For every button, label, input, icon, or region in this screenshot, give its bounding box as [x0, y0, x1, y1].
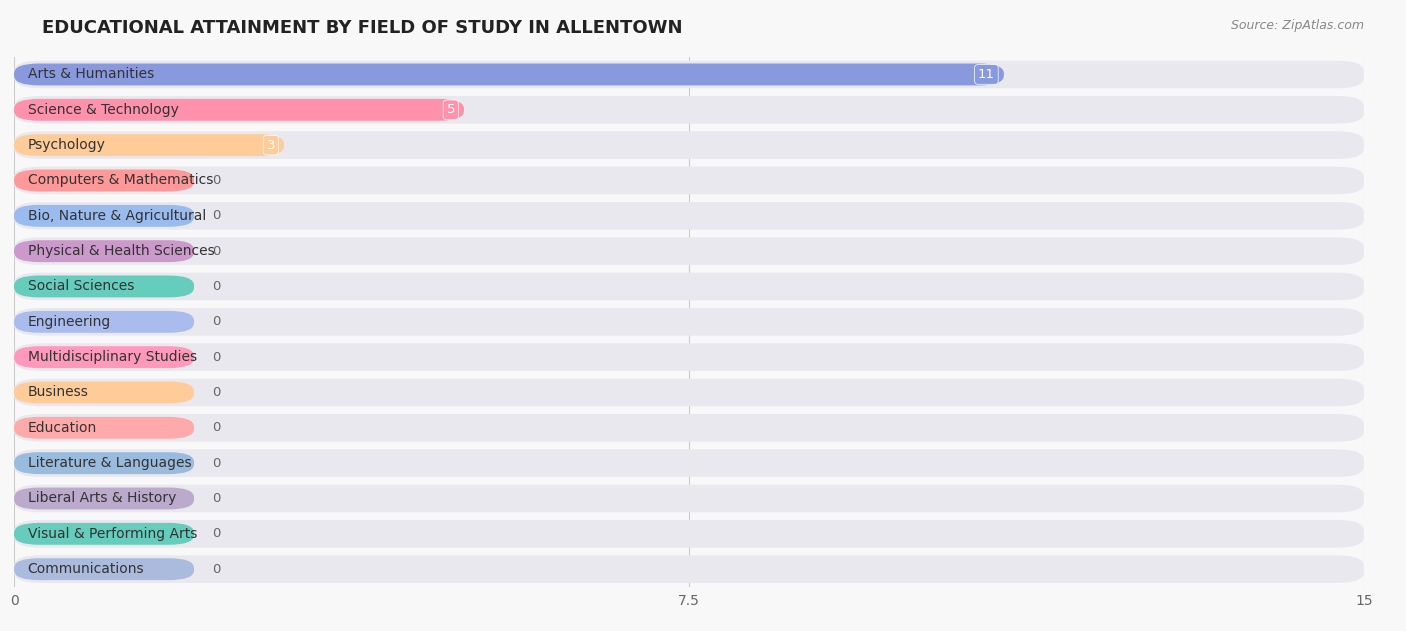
Text: 11: 11 — [979, 68, 995, 81]
FancyBboxPatch shape — [14, 308, 1364, 336]
Text: Computers & Mathematics: Computers & Mathematics — [28, 174, 212, 187]
Text: 0: 0 — [212, 563, 221, 575]
FancyBboxPatch shape — [14, 131, 1364, 159]
FancyBboxPatch shape — [14, 414, 1364, 442]
FancyBboxPatch shape — [14, 96, 1364, 124]
Text: 0: 0 — [212, 209, 221, 222]
FancyBboxPatch shape — [14, 134, 284, 156]
FancyBboxPatch shape — [14, 61, 1364, 88]
FancyBboxPatch shape — [14, 202, 1364, 230]
Text: Visual & Performing Arts: Visual & Performing Arts — [28, 527, 197, 541]
Text: 0: 0 — [212, 528, 221, 540]
FancyBboxPatch shape — [14, 240, 194, 262]
Text: 0: 0 — [212, 316, 221, 328]
Text: EDUCATIONAL ATTAINMENT BY FIELD OF STUDY IN ALLENTOWN: EDUCATIONAL ATTAINMENT BY FIELD OF STUDY… — [42, 19, 683, 37]
FancyBboxPatch shape — [14, 379, 1364, 406]
FancyBboxPatch shape — [14, 343, 1364, 371]
Text: 3: 3 — [267, 139, 276, 151]
Text: Multidisciplinary Studies: Multidisciplinary Studies — [28, 350, 197, 364]
FancyBboxPatch shape — [14, 449, 1364, 477]
Text: Liberal Arts & History: Liberal Arts & History — [28, 492, 176, 505]
FancyBboxPatch shape — [14, 485, 1364, 512]
Text: 0: 0 — [212, 245, 221, 257]
Text: Communications: Communications — [28, 562, 145, 576]
FancyBboxPatch shape — [14, 520, 1364, 548]
Text: Social Sciences: Social Sciences — [28, 280, 134, 293]
FancyBboxPatch shape — [14, 558, 194, 580]
FancyBboxPatch shape — [14, 346, 194, 368]
Text: 0: 0 — [212, 280, 221, 293]
FancyBboxPatch shape — [14, 488, 194, 509]
Text: Business: Business — [28, 386, 89, 399]
Text: Literature & Languages: Literature & Languages — [28, 456, 191, 470]
FancyBboxPatch shape — [14, 237, 1364, 265]
FancyBboxPatch shape — [14, 523, 194, 545]
Text: Physical & Health Sciences: Physical & Health Sciences — [28, 244, 214, 258]
Text: Science & Technology: Science & Technology — [28, 103, 179, 117]
Text: Education: Education — [28, 421, 97, 435]
Text: 0: 0 — [212, 457, 221, 469]
Text: 0: 0 — [212, 422, 221, 434]
FancyBboxPatch shape — [14, 167, 1364, 194]
FancyBboxPatch shape — [14, 276, 194, 297]
Text: 0: 0 — [212, 386, 221, 399]
FancyBboxPatch shape — [14, 382, 194, 403]
Text: 5: 5 — [447, 103, 456, 116]
FancyBboxPatch shape — [14, 417, 194, 439]
FancyBboxPatch shape — [14, 205, 194, 227]
FancyBboxPatch shape — [14, 452, 194, 474]
Text: Bio, Nature & Agricultural: Bio, Nature & Agricultural — [28, 209, 205, 223]
Text: 0: 0 — [212, 492, 221, 505]
FancyBboxPatch shape — [14, 555, 1364, 583]
Text: Source: ZipAtlas.com: Source: ZipAtlas.com — [1230, 19, 1364, 32]
FancyBboxPatch shape — [14, 273, 1364, 300]
Text: Arts & Humanities: Arts & Humanities — [28, 68, 153, 81]
FancyBboxPatch shape — [14, 311, 194, 333]
FancyBboxPatch shape — [14, 64, 1004, 85]
Text: Engineering: Engineering — [28, 315, 111, 329]
Text: 0: 0 — [212, 174, 221, 187]
FancyBboxPatch shape — [14, 170, 194, 191]
Text: Psychology: Psychology — [28, 138, 105, 152]
FancyBboxPatch shape — [14, 99, 464, 121]
Text: 0: 0 — [212, 351, 221, 363]
